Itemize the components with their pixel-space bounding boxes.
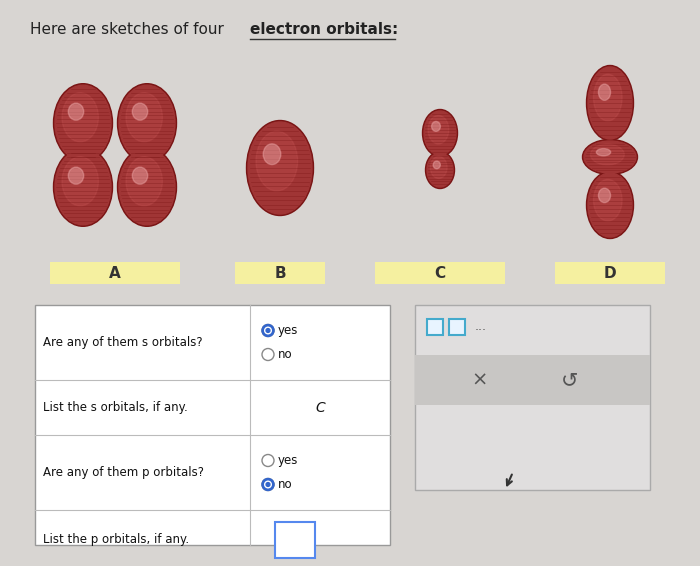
- Text: Are any of them s orbitals?: Are any of them s orbitals?: [43, 336, 202, 349]
- Ellipse shape: [588, 173, 632, 237]
- Ellipse shape: [246, 121, 314, 216]
- Ellipse shape: [256, 131, 298, 191]
- Ellipse shape: [587, 66, 634, 140]
- Ellipse shape: [55, 149, 111, 225]
- Ellipse shape: [126, 93, 162, 142]
- Ellipse shape: [428, 115, 449, 144]
- Ellipse shape: [69, 167, 84, 184]
- Text: List the s orbitals, if any.: List the s orbitals, if any.: [43, 401, 188, 414]
- Ellipse shape: [62, 93, 99, 142]
- Ellipse shape: [119, 85, 175, 161]
- Ellipse shape: [587, 171, 634, 238]
- Bar: [415, 305, 650, 490]
- Bar: [35, 305, 390, 545]
- Bar: [375, 262, 505, 284]
- Ellipse shape: [591, 144, 624, 165]
- Ellipse shape: [432, 122, 440, 131]
- Text: ×: ×: [472, 371, 488, 389]
- Bar: [427, 319, 443, 335]
- Ellipse shape: [119, 149, 175, 225]
- Bar: [449, 319, 465, 335]
- Ellipse shape: [596, 149, 610, 156]
- Ellipse shape: [424, 111, 456, 155]
- Circle shape: [266, 483, 270, 486]
- Ellipse shape: [263, 144, 281, 165]
- Ellipse shape: [69, 103, 84, 120]
- Text: B: B: [274, 265, 286, 281]
- Text: yes: yes: [278, 454, 298, 467]
- Ellipse shape: [584, 141, 636, 173]
- Text: A: A: [109, 265, 121, 281]
- Text: ↺: ↺: [561, 370, 579, 390]
- Circle shape: [262, 454, 274, 466]
- Text: electron orbitals:: electron orbitals:: [250, 22, 398, 37]
- Bar: [235, 262, 325, 284]
- Text: no: no: [278, 478, 293, 491]
- Ellipse shape: [430, 156, 447, 178]
- Bar: [275, 522, 315, 558]
- Bar: [50, 262, 180, 284]
- Text: C: C: [435, 265, 446, 281]
- Ellipse shape: [598, 84, 610, 100]
- Ellipse shape: [126, 157, 162, 206]
- Text: Are any of them p orbitals?: Are any of them p orbitals?: [43, 466, 204, 479]
- Ellipse shape: [433, 161, 440, 169]
- Text: no: no: [278, 348, 293, 361]
- Circle shape: [265, 327, 272, 334]
- Text: ...: ...: [475, 320, 487, 333]
- Circle shape: [262, 324, 274, 337]
- Circle shape: [262, 349, 274, 361]
- Ellipse shape: [598, 188, 610, 203]
- Ellipse shape: [426, 152, 454, 188]
- Ellipse shape: [53, 148, 113, 226]
- Circle shape: [265, 481, 272, 488]
- Ellipse shape: [594, 179, 622, 221]
- Text: D: D: [603, 265, 616, 281]
- Ellipse shape: [118, 148, 176, 226]
- Text: Here are sketches of four: Here are sketches of four: [30, 22, 229, 37]
- Circle shape: [262, 478, 274, 491]
- Ellipse shape: [62, 157, 99, 206]
- Ellipse shape: [423, 109, 458, 157]
- Bar: [555, 262, 665, 284]
- Bar: [415, 355, 650, 405]
- Text: yes: yes: [278, 324, 298, 337]
- Ellipse shape: [118, 84, 176, 162]
- Ellipse shape: [53, 84, 113, 162]
- Circle shape: [262, 478, 274, 491]
- Ellipse shape: [132, 167, 148, 184]
- Ellipse shape: [427, 153, 453, 187]
- Ellipse shape: [132, 103, 148, 120]
- Text: C: C: [315, 401, 325, 414]
- Text: List the p orbitals, if any.: List the p orbitals, if any.: [43, 534, 189, 547]
- Ellipse shape: [582, 139, 638, 174]
- Circle shape: [266, 329, 270, 332]
- Ellipse shape: [248, 122, 312, 214]
- Ellipse shape: [55, 85, 111, 161]
- Circle shape: [262, 324, 274, 337]
- Ellipse shape: [594, 74, 622, 121]
- Ellipse shape: [588, 67, 632, 139]
